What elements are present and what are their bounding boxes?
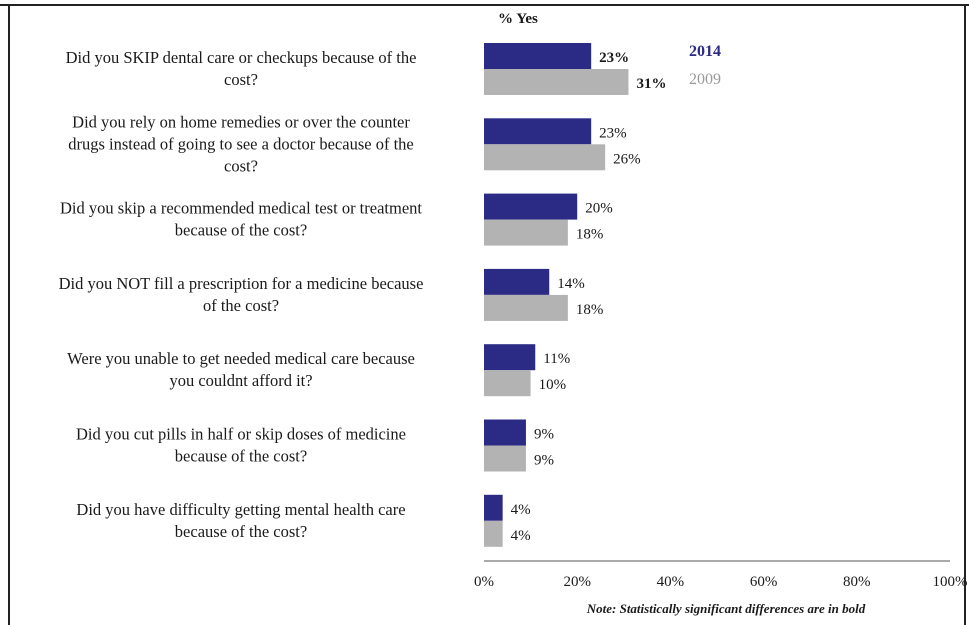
- legend-item-2009: 2009: [689, 71, 721, 88]
- bar-2009-2: [484, 219, 568, 246]
- data-label-2009-0: 31%: [636, 76, 666, 92]
- legend-item-2014: 2014: [689, 43, 721, 60]
- data-label-2009-1: 26%: [613, 151, 641, 167]
- data-label-2014-0: 23%: [599, 50, 629, 66]
- frame-left-border: [8, 4, 10, 625]
- category-label: Did you have difficulty getting mental h…: [76, 500, 405, 519]
- frame-top-border: [0, 4, 969, 6]
- category-label: Did you SKIP dental care or checkups bec…: [66, 48, 417, 67]
- data-label-2014-6: 4%: [511, 502, 531, 518]
- category-label: Did you NOT fill a prescription for a me…: [59, 274, 424, 293]
- bar-2014-1: [484, 118, 592, 145]
- bar-2014-6: [484, 494, 503, 521]
- bar-2014-5: [484, 419, 526, 446]
- category-label: of the cost?: [203, 296, 279, 315]
- legend: 2014 2009: [689, 43, 721, 88]
- chart-title: % Yes: [498, 11, 538, 27]
- category-label: Were you unable to get needed medical ca…: [67, 349, 415, 368]
- bar-2014-4: [484, 344, 536, 371]
- category-label: cost?: [224, 70, 258, 89]
- x-tick-label: 100%: [933, 574, 968, 590]
- x-tick-label: 60%: [750, 574, 778, 590]
- category-label: because of the cost?: [175, 447, 307, 466]
- bar-2009-1: [484, 144, 606, 171]
- frame-right-border: [964, 4, 966, 625]
- data-label-2009-4: 10%: [539, 377, 567, 393]
- x-tick-label: 20%: [563, 574, 591, 590]
- category-label: drugs instead of going to see a doctor b…: [68, 134, 413, 153]
- data-label-2009-3: 18%: [576, 302, 604, 318]
- data-label-2009-2: 18%: [576, 227, 604, 243]
- bar-2009-6: [484, 520, 503, 547]
- category-label: because of the cost?: [175, 522, 307, 541]
- data-label-2014-4: 11%: [543, 351, 570, 367]
- category-label: cost?: [224, 156, 258, 175]
- bar-2009-5: [484, 445, 526, 472]
- significance-note: Note: Statistically significant differen…: [586, 601, 866, 616]
- data-label-2009-6: 4%: [511, 528, 531, 544]
- data-label-2014-5: 9%: [534, 427, 554, 443]
- category-label: Did you rely on home remedies or over th…: [72, 112, 410, 131]
- data-label-2014-1: 23%: [599, 125, 627, 141]
- bar-2009-4: [484, 370, 531, 397]
- bar-2009-0: [484, 69, 629, 95]
- category-label: you couldnt afford it?: [169, 371, 312, 390]
- x-tick-label: 40%: [657, 574, 685, 590]
- category-label: Did you cut pills in half or skip doses …: [76, 425, 406, 444]
- data-label-2009-5: 9%: [534, 453, 554, 469]
- bar-2014-0: [484, 43, 592, 69]
- data-label-2014-2: 20%: [585, 201, 613, 217]
- category-labels-group: Did you SKIP dental care or checkups bec…: [59, 48, 424, 541]
- x-tick-label: 0%: [474, 574, 494, 590]
- bar-2009-3: [484, 294, 568, 321]
- bars-group: 23% 31% 23% 26% 20% 18% 14% 18% 11% 10% 9% 9% 4% 4%: [484, 43, 666, 547]
- x-tick-labels-group: 0% 20% 40% 60% 80% 100%: [474, 574, 968, 590]
- category-label: Did you skip a recommended medical test …: [60, 199, 422, 218]
- data-label-2014-3: 14%: [557, 276, 585, 292]
- category-label: because of the cost?: [175, 221, 307, 240]
- bar-2014-2: [484, 193, 578, 220]
- bar-2014-3: [484, 268, 550, 295]
- x-tick-label: 80%: [843, 574, 871, 590]
